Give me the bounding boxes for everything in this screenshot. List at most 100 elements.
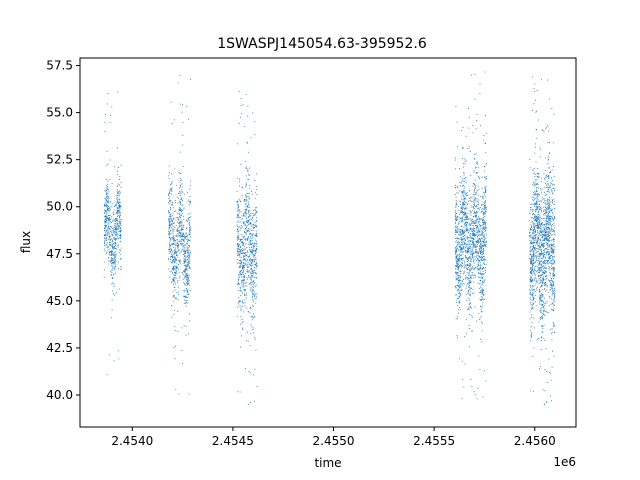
data-point — [470, 243, 472, 245]
data-point — [184, 296, 186, 298]
data-point — [250, 372, 252, 374]
data-point — [241, 262, 243, 263]
data-point — [457, 210, 459, 212]
data-point — [551, 400, 552, 402]
data-point — [187, 281, 188, 283]
data-point — [177, 330, 179, 332]
data-point — [477, 199, 479, 201]
data-point — [530, 277, 532, 278]
data-point — [180, 222, 182, 224]
data-point — [547, 176, 549, 178]
data-point — [548, 256, 550, 258]
data-point — [469, 276, 471, 278]
data-point — [552, 257, 554, 259]
data-point — [535, 202, 537, 203]
data-point — [251, 251, 253, 253]
data-point — [175, 297, 177, 299]
data-point — [481, 291, 483, 293]
data-point — [104, 237, 106, 239]
data-point — [543, 245, 545, 247]
data-point — [542, 301, 544, 303]
data-point — [184, 270, 185, 272]
data-point — [530, 250, 532, 252]
data-point — [478, 256, 480, 258]
data-point — [473, 277, 475, 279]
data-point — [251, 249, 253, 251]
data-point — [481, 257, 483, 258]
data-point — [106, 208, 108, 210]
data-point — [179, 232, 181, 233]
data-point — [469, 314, 471, 315]
data-point — [119, 234, 121, 235]
data-point — [545, 279, 547, 281]
data-point — [184, 250, 186, 252]
data-point — [534, 202, 536, 204]
data-point — [539, 298, 541, 300]
data-point — [251, 265, 252, 267]
data-point — [480, 218, 482, 220]
data-point — [460, 217, 462, 219]
data-point — [178, 214, 180, 215]
data-point — [481, 203, 483, 205]
data-point — [241, 243, 243, 245]
data-point — [107, 209, 109, 211]
data-point — [185, 259, 186, 261]
data-point — [463, 180, 465, 182]
data-point — [180, 239, 182, 241]
data-point — [244, 290, 246, 292]
data-point — [542, 245, 544, 247]
data-point — [254, 242, 255, 244]
data-point — [458, 297, 460, 299]
data-point — [479, 226, 481, 228]
data-point — [107, 209, 108, 211]
data-point — [482, 195, 484, 197]
data-point — [535, 231, 537, 233]
data-point — [238, 209, 240, 211]
data-point — [463, 226, 465, 228]
data-point — [484, 223, 486, 225]
data-point — [457, 286, 459, 288]
data-point — [530, 268, 531, 270]
data-point — [531, 257, 532, 258]
data-point — [473, 190, 475, 192]
data-point — [455, 299, 457, 301]
data-point — [182, 236, 184, 238]
data-point — [534, 219, 536, 221]
data-point — [548, 305, 550, 307]
data-point — [246, 210, 248, 212]
data-point — [532, 258, 534, 259]
data-point — [103, 205, 105, 207]
data-point — [236, 315, 238, 317]
data-point — [457, 243, 459, 245]
data-point — [484, 187, 486, 189]
data-point — [174, 272, 175, 273]
data-point — [482, 273, 484, 275]
data-point — [111, 241, 113, 243]
data-point — [551, 254, 553, 256]
data-point — [478, 254, 479, 256]
data-point — [256, 265, 258, 267]
data-point — [467, 266, 469, 268]
data-point — [243, 256, 245, 258]
data-point — [238, 297, 240, 299]
data-point — [108, 201, 109, 203]
data-point — [180, 179, 182, 181]
data-point — [170, 213, 172, 215]
data-point — [468, 293, 470, 295]
data-point — [465, 193, 467, 195]
data-point — [541, 189, 543, 190]
data-point — [534, 284, 536, 286]
data-point — [483, 258, 485, 260]
data-point — [466, 276, 468, 278]
data-point — [239, 181, 241, 183]
data-point — [538, 278, 540, 280]
data-point — [120, 254, 122, 256]
data-point — [112, 239, 113, 241]
data-point — [462, 213, 464, 215]
data-point — [458, 265, 459, 267]
data-point — [536, 241, 538, 243]
data-point — [533, 288, 535, 290]
data-point — [116, 238, 118, 240]
data-point — [171, 223, 173, 225]
data-point — [475, 206, 477, 208]
